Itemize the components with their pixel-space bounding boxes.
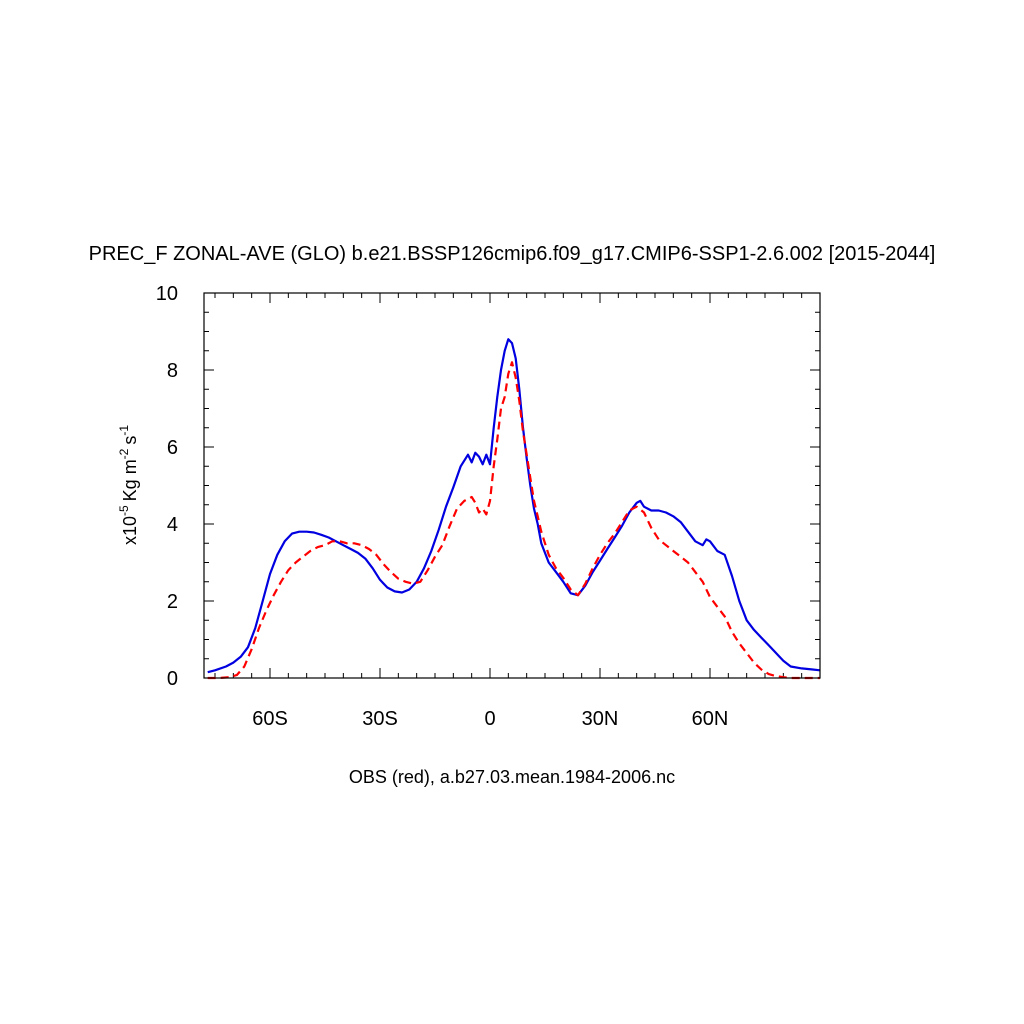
y-tick-label: 2 (167, 591, 178, 613)
y-tick-label: 6 (167, 437, 178, 459)
y-tick-label: 8 (167, 360, 178, 382)
y-label-prefix: x10 (120, 516, 140, 545)
x-tick-label: 30N (582, 708, 619, 730)
y-label-exp-m: -2 (117, 448, 131, 459)
plot-area: 60S 30S 0 30N 60N 0 2 4 6 8 10 (156, 283, 821, 730)
plot-frame (203, 292, 821, 679)
y-axis-label: x10-5 Kg m-2 s-1 (117, 425, 140, 545)
y-label-unit-kg: Kg m (120, 459, 140, 501)
x-tick-label: 0 (484, 708, 495, 730)
series-line-obs (207, 361, 820, 680)
y-tick-label: 10 (156, 283, 178, 305)
y-tick-label: 4 (167, 514, 178, 536)
x-tick-label: 60N (692, 708, 729, 730)
series-line-model (207, 338, 821, 674)
y-label-exp-s: -1 (117, 425, 131, 436)
x-tick-label: 30S (362, 708, 398, 730)
y-tick-label: 0 (167, 668, 178, 690)
x-axis-label: OBS (red), a.b27.03.mean.1984-2006.nc (349, 767, 675, 787)
chart-title: PREC_F ZONAL-AVE (GLO) b.e21.BSSP126cmip… (89, 243, 936, 265)
y-label-unit-s: s (120, 436, 140, 445)
y-label-exponent: -5 (117, 505, 131, 516)
x-tick-label: 60S (252, 708, 288, 730)
